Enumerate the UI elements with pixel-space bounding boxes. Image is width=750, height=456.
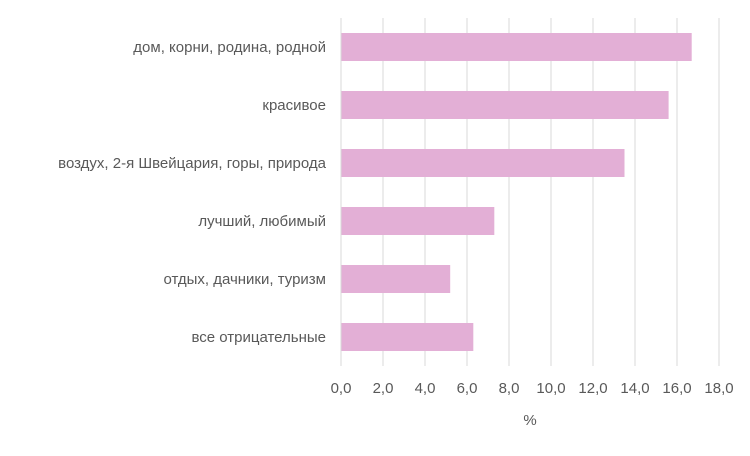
bar xyxy=(341,265,451,293)
x-tick-label: 16,0 xyxy=(662,380,691,397)
category-label: все отрицательные xyxy=(191,329,326,346)
category-label: отдых, дачники, туризм xyxy=(163,271,326,288)
x-tick-label: 8,0 xyxy=(499,380,520,397)
x-tick-label: 0,0 xyxy=(331,380,352,397)
x-axis-title: % xyxy=(523,412,536,429)
x-tick-label: 14,0 xyxy=(620,380,649,397)
bar xyxy=(341,91,669,119)
bar xyxy=(341,149,625,177)
x-tick-label: 12,0 xyxy=(578,380,607,397)
bars xyxy=(341,33,692,351)
bar xyxy=(341,207,495,235)
category-label: воздух, 2-я Швейцария, горы, природа xyxy=(58,155,327,172)
category-label: дом, корни, родина, родной xyxy=(133,39,326,56)
category-label: красивое xyxy=(262,97,326,114)
category-labels: дом, корни, родина, родной красивое воздух… xyxy=(58,39,327,346)
x-tick-label: 4,0 xyxy=(415,380,436,397)
bar xyxy=(341,33,692,61)
x-tick-label: 6,0 xyxy=(457,380,478,397)
x-tick-label: 2,0 xyxy=(373,380,394,397)
x-tick-label: 10,0 xyxy=(536,380,565,397)
category-label: лучший, любимый xyxy=(198,213,326,230)
bar xyxy=(341,323,474,351)
x-tick-label: 18,0 xyxy=(704,380,733,397)
grid-lines xyxy=(382,18,720,366)
x-tick-labels: 0,0 2,0 4,0 6,0 8,0 10,0 12,0 14,0 16,0 18,0 xyxy=(331,380,734,397)
